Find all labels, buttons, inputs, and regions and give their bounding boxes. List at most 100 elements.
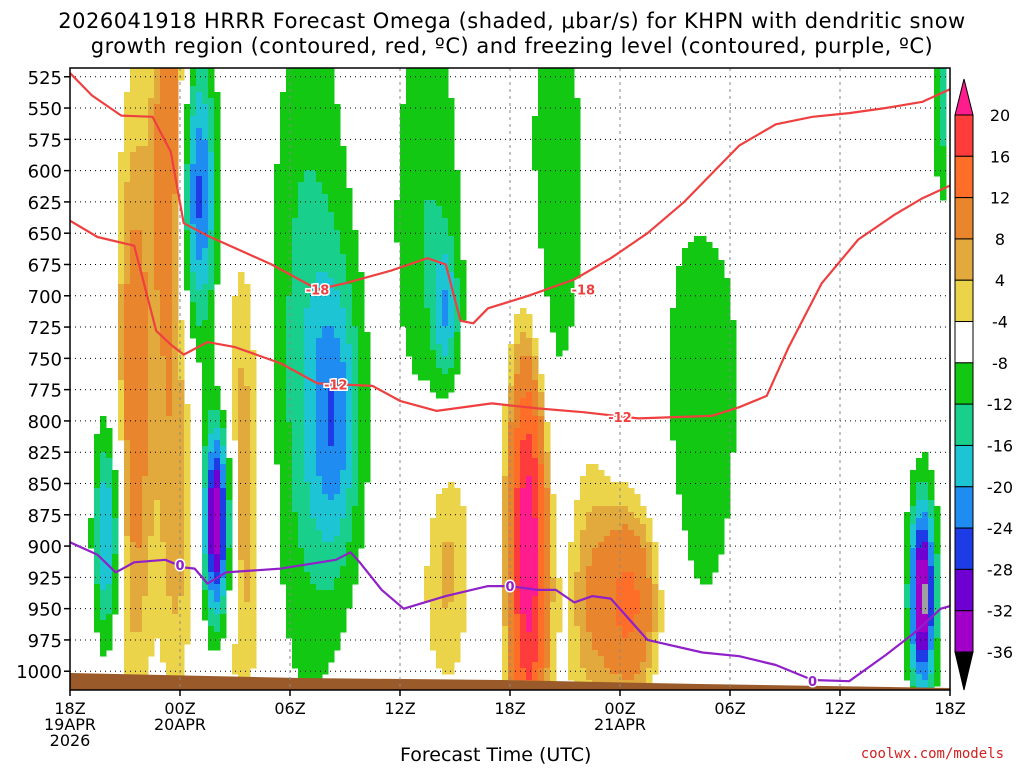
omega-cell [190,278,197,285]
omega-cell [418,68,425,75]
omega-cell [190,104,197,111]
omega-cell [430,158,437,165]
omega-cell [418,86,425,93]
omega-cell [154,74,161,81]
omega-cell [214,530,221,537]
omega-cell [196,158,203,165]
omega-cell [142,536,149,543]
omega-cell [292,416,299,423]
omega-cell [286,548,293,555]
omega-cell [190,80,197,87]
omega-cell [178,644,185,651]
omega-cell [616,554,623,561]
omega-cell [424,356,431,363]
omega-cell [124,446,131,453]
omega-cell [316,188,323,195]
omega-cell [538,674,545,681]
omega-cell [286,410,293,417]
omega-cell [184,446,191,453]
omega-cell [604,632,611,639]
omega-cell [352,416,359,423]
omega-cell [436,128,443,135]
omega-cell [292,620,299,627]
omega-cell [538,86,545,93]
omega-cell [526,398,533,405]
omega-cell [220,428,227,435]
omega-cell [352,566,359,573]
omega-cell [430,368,437,375]
omega-cell [502,440,509,447]
omega-cell [238,620,245,627]
omega-cell [328,632,335,639]
omega-cell [436,548,443,555]
omega-cell [136,464,143,471]
omega-cell [568,176,575,183]
omega-cell [250,602,257,609]
omega-cell [442,278,449,285]
omega-cell [340,458,347,465]
omega-cell [214,188,221,195]
omega-cell [202,146,209,153]
omega-cell [316,674,323,681]
omega-cell [190,308,197,315]
omega-cell [142,224,149,231]
omega-cell [340,560,347,567]
omega-cell [580,584,587,591]
omega-cell [292,308,299,315]
omega-cell [280,122,287,129]
omega-cell [454,506,461,513]
omega-cell [238,602,245,609]
omega-cell [340,506,347,513]
omega-cell [532,398,539,405]
omega-cell [154,566,161,573]
omega-cell [184,266,191,273]
omega-cell [538,410,545,417]
omega-cell [538,476,545,483]
omega-cell [142,362,149,369]
omega-cell [280,410,287,417]
omega-cell [304,224,311,231]
omega-cell [598,620,605,627]
omega-cell [148,518,155,525]
omega-cell [334,230,341,237]
omega-cell [538,200,545,207]
omega-cell [406,170,413,177]
omega-cell [538,398,545,405]
omega-cell [304,542,311,549]
omega-cell [94,440,101,447]
omega-cell [622,602,629,609]
omega-cell [442,266,449,273]
omega-cell [244,428,251,435]
omega-cell [574,548,581,555]
omega-cell [502,488,509,495]
omega-cell [580,494,587,501]
omega-cell [220,584,227,591]
omega-cell [226,530,233,537]
omega-cell [154,452,161,459]
omega-cell [322,338,329,345]
omega-cell [412,284,419,291]
omega-cell [526,614,533,621]
omega-cell [520,614,527,621]
omega-cell [280,500,287,507]
omega-cell [280,470,287,477]
omega-cell [430,560,437,567]
omega-cell [274,362,281,369]
omega-cell [304,632,311,639]
omega-cell [286,326,293,333]
omega-cell [280,374,287,381]
omega-cell [436,368,443,375]
omega-cell [166,86,173,93]
omega-cell [136,494,143,501]
omega-cell [424,158,431,165]
omega-cell [520,650,527,657]
omega-cell [514,392,521,399]
omega-cell [340,284,347,291]
omega-cell [304,308,311,315]
omega-cell [532,572,539,579]
omega-cell [328,344,335,351]
omega-cell [340,158,347,165]
omega-cell [340,470,347,477]
omega-cell [196,254,203,261]
omega-cell [142,476,149,483]
